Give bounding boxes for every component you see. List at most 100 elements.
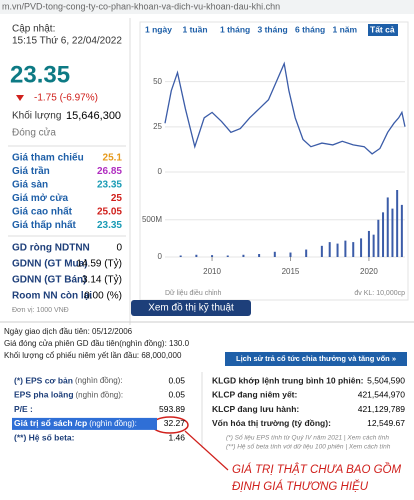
volume-bar bbox=[396, 190, 399, 257]
stat-value: 5,504,590 bbox=[367, 375, 405, 385]
tech-button-text[interactable]: Xem đồ thị kỹ thuật bbox=[148, 302, 234, 314]
note: (*) Số liệu EPS tính từ Quý IV năm 2021 … bbox=[226, 434, 389, 442]
stat-label: KLGD khớp lệnh trung bình 10 phiên: bbox=[212, 375, 364, 385]
stat-value: 421,544,970 bbox=[358, 390, 406, 400]
volume-bar bbox=[179, 255, 182, 257]
y-tick-label: 25 bbox=[153, 122, 162, 131]
row-value: 25.1 bbox=[103, 153, 123, 164]
tab[interactable]: 1 tuần bbox=[183, 24, 208, 34]
volume-bar bbox=[400, 204, 403, 257]
row-label: GDNN (GT Mua) bbox=[12, 259, 88, 270]
change: -1.75 (-6.97%) bbox=[34, 93, 98, 104]
row-label: Giá mở cửa bbox=[12, 193, 68, 204]
tab-active[interactable] bbox=[368, 24, 398, 36]
fund-unit: (nghìn đồng): bbox=[76, 390, 124, 399]
stat-value: 421,129,789 bbox=[358, 404, 406, 414]
update-label: Cập nhật: bbox=[12, 24, 55, 35]
row-value: 26.85 bbox=[97, 166, 122, 177]
tech-button[interactable] bbox=[131, 300, 251, 316]
row-label: Giá sàn bbox=[12, 180, 48, 191]
fund-label: (*) EPS cơ bản bbox=[14, 375, 73, 385]
row-label: GDNN (GT Bán) bbox=[12, 275, 86, 286]
row-label: Room NN còn lại bbox=[12, 291, 92, 302]
price: 23.35 bbox=[10, 61, 70, 88]
volume-bar bbox=[211, 255, 214, 257]
adjusted-note: Dữ liệu điều chỉnh bbox=[165, 288, 222, 297]
row-value: 23.35 bbox=[97, 180, 122, 191]
x-tick-label: 2015 bbox=[282, 267, 300, 276]
fund-value: 593.89 bbox=[159, 404, 185, 414]
volume-bar bbox=[386, 197, 389, 257]
url: m.vn/PVD-tong-cong-ty-co-phan-khoan-va-d… bbox=[2, 1, 280, 11]
row-value: 25.05 bbox=[97, 207, 122, 218]
x-tick-label: 2020 bbox=[360, 267, 378, 276]
annotation-arrow bbox=[184, 430, 229, 471]
row-label: Giá tham chiếu bbox=[12, 152, 84, 164]
volume-bar bbox=[305, 249, 308, 257]
note: (**) Hệ số beta tính với dữ liệu 100 phi… bbox=[226, 443, 391, 451]
status: Đóng cửa bbox=[12, 127, 56, 139]
down-arrow bbox=[16, 95, 24, 101]
fund-unit: (nghìn đồng): bbox=[89, 419, 137, 428]
annotation-line: GIÁ TRỊ THẬT CHƯA BAO GỒM bbox=[232, 463, 401, 476]
row-value: 0.00 (%) bbox=[84, 291, 122, 302]
volume-bar bbox=[289, 252, 292, 257]
tab[interactable]: 6 tháng bbox=[295, 24, 325, 34]
y-tick-label: 50 bbox=[153, 77, 162, 86]
fund-value: 1.46 bbox=[168, 432, 185, 442]
volume-bar bbox=[352, 242, 355, 257]
volume-bar bbox=[328, 242, 331, 257]
volume-bar bbox=[344, 240, 347, 257]
row-value: 0 bbox=[116, 243, 122, 254]
row-label: Giá cao nhất bbox=[12, 206, 73, 218]
listing-line: Giá đóng cửa phiên GD đầu tiên(nghìn đồn… bbox=[4, 339, 190, 348]
y-tick-label: 0 bbox=[158, 252, 163, 261]
history-button[interactable] bbox=[225, 352, 407, 366]
volume-bar bbox=[320, 245, 323, 257]
volume-bar bbox=[367, 230, 370, 257]
volume-bar bbox=[242, 254, 245, 257]
volume-bar bbox=[391, 208, 394, 257]
stat-value: 12,549.67 bbox=[367, 418, 405, 428]
fund-unit: (nghìn đồng): bbox=[75, 376, 123, 385]
volume-bar bbox=[336, 243, 339, 257]
row-label: GD ròng NDTNN bbox=[12, 243, 90, 254]
volume-bar bbox=[195, 254, 198, 257]
volume-bar bbox=[377, 219, 380, 257]
fund-value: 32.27 bbox=[164, 418, 186, 428]
fund-value: 0.05 bbox=[168, 375, 185, 385]
update-time: 15:15 Thứ 6, 22/04/2022 bbox=[12, 36, 122, 47]
x-tick-label: 2010 bbox=[203, 267, 221, 276]
tab[interactable]: 3 tháng bbox=[258, 24, 288, 34]
fund-label: P/E : bbox=[14, 404, 33, 414]
fund-label: (**) Hệ số beta: bbox=[14, 432, 75, 442]
row-value: 3.14 (Tỷ) bbox=[82, 274, 122, 286]
annotation-line: ĐỊNH GIÁ THƯƠNG HIỆU bbox=[232, 480, 369, 493]
unit: Đơn vị: 1000 VNĐ bbox=[12, 307, 69, 314]
volume-bar bbox=[273, 251, 276, 257]
listing-line: Khối lượng cổ phiếu niêm yết lần đầu: 68… bbox=[4, 351, 182, 360]
stat-label: Vốn hóa thị trường (tỷ đồng): bbox=[212, 418, 331, 428]
volume-bar bbox=[372, 234, 375, 257]
volume-bar bbox=[226, 255, 229, 257]
stat-label: KLCP đang lưu hành: bbox=[212, 404, 299, 414]
row-value: 25 bbox=[111, 193, 123, 204]
volume-label: Khối lượng bbox=[12, 110, 61, 122]
row-value: 14.59 (Tỷ) bbox=[76, 258, 122, 270]
highlight bbox=[12, 417, 157, 430]
tab[interactable]: 1 tháng bbox=[220, 24, 250, 34]
tab[interactable]: 1 năm bbox=[333, 24, 358, 34]
tab[interactable]: Tất cả bbox=[370, 24, 395, 34]
fund-label: EPS pha loãng bbox=[14, 390, 74, 400]
y-tick-label: 500M bbox=[142, 215, 162, 224]
history-button-text[interactable]: Lịch sử trả cổ tức chia thưởng và tăng v… bbox=[236, 354, 396, 363]
listing-line: Ngày giao dịch đầu tiên: 05/12/2006 bbox=[4, 327, 133, 336]
row-label: Giá thấp nhất bbox=[12, 219, 77, 231]
volume-bar bbox=[360, 238, 363, 257]
volume-value: 15,646,300 bbox=[66, 110, 121, 122]
volume-bar bbox=[382, 212, 385, 257]
tab[interactable]: 1 ngày bbox=[145, 24, 172, 34]
volume-unit: đv KL: 10,000cp bbox=[354, 290, 405, 297]
